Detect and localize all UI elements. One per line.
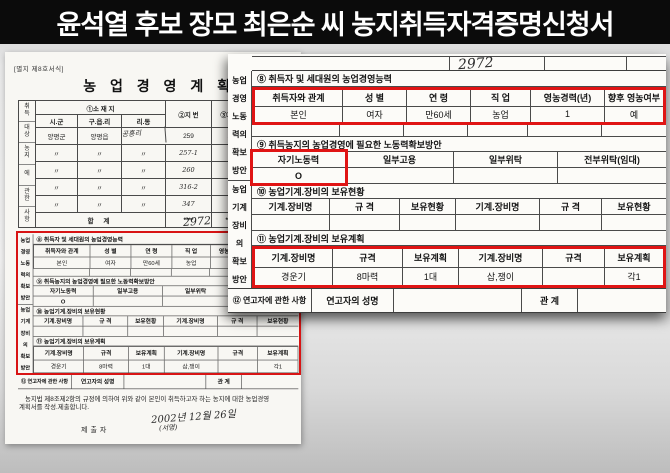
section8-title: ⑧ 취득자 및 세대원의 농업경영능력 [252,71,666,87]
side-label-char: 대상 [24,125,30,139]
side-labels: 농업 경영 노동 력의 확보 방안 농업 기계 장비 의 확보 방안 [18,234,34,374]
cell: 〃 [36,162,78,178]
side-label-char: 관한 [24,188,30,202]
side-label-char: 에 [24,171,30,178]
side-label-char: 취득 [24,104,30,118]
document-title: 농 업 경 영 계 획 서 [83,78,262,94]
submitter-label: 제출자 [81,427,110,434]
section11-title: ⑪ 농업기계.장비의 보유계획 [252,231,666,246]
cell: 〃 [78,162,122,178]
cell: 〃 [36,179,78,195]
side-label-char: 농지 [24,146,30,160]
section9-title: ⑨ 취득농지의 농업경영에 필요한 노동력확보방안 [252,137,666,152]
section11-table: 기계.장비명 규격 보유계획 기계.장비명 규격 보유계획 경운기 8마력 1대… [252,246,666,288]
cell-handwritten: 공흥리 [121,126,167,146]
form-number-label: [별지 제8호서식] [14,66,64,73]
cell-handwritten: 347 [166,196,212,212]
header-cell: ②지 번 [166,101,212,127]
header-cell: 구.읍.리 [78,115,122,127]
cell: 〃 [36,145,78,161]
handwritten-total: 2972 [457,54,495,74]
section8-table: 취득자와 관계 성 별 연 령 직 업 영농경력(년) 향후 영농여부 본인 여… [252,87,666,125]
cell: 〃 [78,145,122,161]
section9-title: ⑨ 취득농지의 농업경영에 필요한 노동력확보방안 [33,277,299,287]
section10-table: 기계.장비명 규 격 보유현황 기계.장비명 규 격 보유현황 [252,199,666,231]
side-label-machinery: 농업 기계 장비 의 확보 방안 [232,185,247,284]
section10-title: ⑩ 농업기계.장비의 보유현황 [33,307,299,317]
cell: 〃 [122,196,166,212]
sum-row-sliver: 2972 [252,54,666,74]
cell: 양평읍 [78,128,122,144]
self-labor-mark: O [252,168,346,183]
sum-label: 합 계 [36,213,166,227]
side-label-labor: 농업 경영 노동 력의 확보 방안 [228,71,251,181]
declaration-text: 농지법 제8조제2항의 규정에 의하여 위와 같이 본인이 취득하고자 하는 농… [19,396,270,411]
cell-handwritten: 260 [166,162,212,178]
side-label-machinery: 농업 기계 장비 의 확보 방안 [20,307,31,371]
section10-table: 기계.장비명 규 격 보유현황 기계.장비명 규 격 보유현황 [33,316,299,337]
side-labels: 농업 경영 노동 력의 확보 방안 농업 기계 장비 의 확보 방안 [228,71,252,288]
cell: 〃 [78,179,122,195]
section11-title: ⑪ 농업기계.장비의 보유계획 [33,337,299,347]
cell: 양평군 [36,128,78,144]
section9-table: 자기노동력 일부고용 일부위탁 전부위탁(임대) O [250,149,666,186]
section8-title: ⑧ 취득자 및 세대원의 농업경영능력 [33,234,299,245]
section11-table: 기계.장비명 규격 보유계획 기계.장비명 규격 보유계획 경운기 8마력 1대… [33,346,299,374]
cell: 〃 [122,162,166,178]
section10-title: ⑩ 농업기계.장비의 보유현황 [252,184,666,199]
header-location-group: ①소 재 지 [36,101,165,115]
self-labor-mark: O [33,296,94,306]
handwritten-total: 2972 [182,214,212,229]
header-cell: 시.군 [36,115,78,127]
cell-handwritten: 257-1 [166,145,212,161]
section12-row: ⑫ 연고자에 관한 사항 연고자의 성명 관 계 [18,373,299,390]
spacer-row [252,125,666,137]
cell-handwritten: 316-2 [166,179,212,195]
cell: 〃 [36,196,78,212]
zoomed-document-overlay: 2972 농업 경영 노동 력의 확보 방안 농업 기계 장비 의 [228,54,666,313]
cell: 〃 [78,196,122,212]
mini-form-section: 2972 농업 경영 노동 력의 확보 방안 농업 기계 [18,233,300,390]
side-label-acquired-land: 취득 대상 농지 에 관한 사항 [19,101,36,227]
header-cell: 리.동 [136,119,151,126]
side-label-char: 사항 [24,209,30,223]
side-label-labor: 농업 경영 노동 력의 확보 방안 [18,234,33,305]
cell: 〃 [122,179,166,195]
headline-banner: 윤석열 후보 장모 최은순 씨 농지취득자격증명신청서 [0,0,670,44]
headline-title: 윤석열 후보 장모 최은순 씨 농지취득자격증명신청서 [56,9,615,40]
cell: 259 [166,128,212,144]
section12-row: ⑫ 연고자에 관한 사항 연고자의 성명 관 계 [228,288,666,313]
signature-label: (서명) [158,423,178,433]
cell: 〃 [122,145,166,161]
sum-stars: **** [166,213,212,227]
